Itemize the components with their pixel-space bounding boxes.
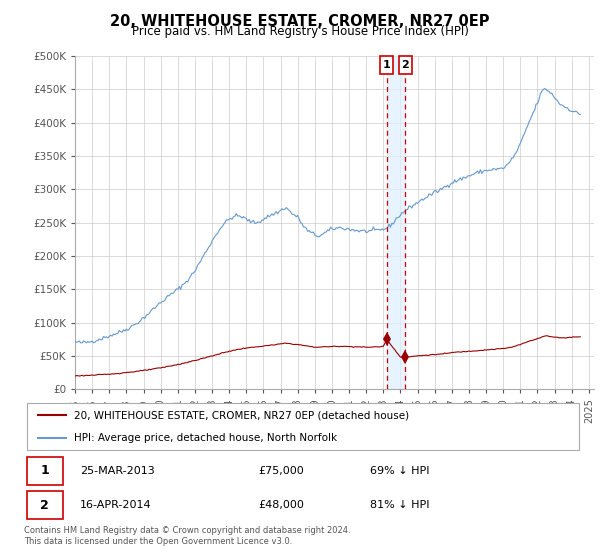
Text: £75,000: £75,000 <box>259 466 304 476</box>
FancyBboxPatch shape <box>27 491 63 519</box>
Text: 20, WHITEHOUSE ESTATE, CROMER, NR27 0EP: 20, WHITEHOUSE ESTATE, CROMER, NR27 0EP <box>110 14 490 29</box>
Text: 69% ↓ HPI: 69% ↓ HPI <box>370 466 430 476</box>
Text: Price paid vs. HM Land Registry's House Price Index (HPI): Price paid vs. HM Land Registry's House … <box>131 25 469 38</box>
Text: 2: 2 <box>401 60 409 70</box>
FancyBboxPatch shape <box>27 457 63 485</box>
Text: 20, WHITEHOUSE ESTATE, CROMER, NR27 0EP (detached house): 20, WHITEHOUSE ESTATE, CROMER, NR27 0EP … <box>74 410 409 421</box>
Text: HPI: Average price, detached house, North Norfolk: HPI: Average price, detached house, Nort… <box>74 433 337 444</box>
Bar <box>387 56 406 389</box>
Text: 81% ↓ HPI: 81% ↓ HPI <box>370 500 430 510</box>
Text: 16-APR-2014: 16-APR-2014 <box>80 500 151 510</box>
Text: 1: 1 <box>40 464 49 477</box>
Text: 25-MAR-2013: 25-MAR-2013 <box>80 466 155 476</box>
Text: 1: 1 <box>383 60 391 70</box>
Text: Contains HM Land Registry data © Crown copyright and database right 2024.
This d: Contains HM Land Registry data © Crown c… <box>24 526 350 546</box>
Text: 2: 2 <box>40 498 49 511</box>
FancyBboxPatch shape <box>380 56 394 74</box>
FancyBboxPatch shape <box>399 56 412 74</box>
Text: £48,000: £48,000 <box>259 500 304 510</box>
FancyBboxPatch shape <box>27 403 579 450</box>
